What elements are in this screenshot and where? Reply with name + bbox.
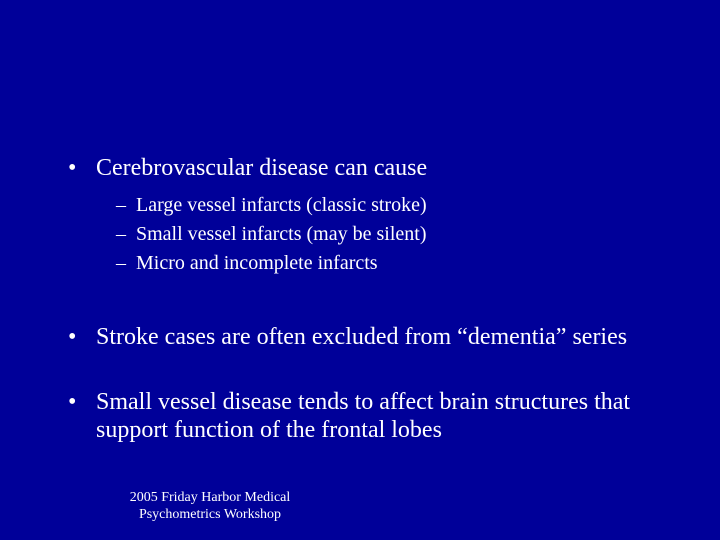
spacer bbox=[68, 361, 680, 389]
sub-text: Small vessel infarcts (may be silent) bbox=[136, 222, 426, 247]
bullet-text: Small vessel disease tends to affect bra… bbox=[96, 389, 680, 444]
bullet-sub-1-1: – Large vessel infarcts (classic stroke) bbox=[116, 193, 680, 218]
sub-marker: – bbox=[116, 193, 136, 218]
footer-line-2: Psychometrics Workshop bbox=[100, 507, 320, 524]
slide: • Cerebrovascular disease can cause – La… bbox=[0, 0, 720, 540]
bullet-marker: • bbox=[68, 155, 96, 183]
bullet-sub-1-2: – Small vessel infarcts (may be silent) bbox=[116, 222, 680, 247]
bullet-marker: • bbox=[68, 324, 96, 352]
slide-footer: 2005 Friday Harbor Medical Psychometrics… bbox=[100, 490, 320, 524]
bullet-main-2: • Stroke cases are often excluded from “… bbox=[68, 324, 680, 352]
slide-content: • Cerebrovascular disease can cause – La… bbox=[68, 155, 680, 454]
bullet-text: Cerebrovascular disease can cause bbox=[96, 155, 680, 183]
bullet-marker: • bbox=[68, 389, 96, 444]
sub-marker: – bbox=[116, 222, 136, 247]
bullet-main-1: • Cerebrovascular disease can cause bbox=[68, 155, 680, 183]
sub-text: Large vessel infarcts (classic stroke) bbox=[136, 193, 427, 218]
sub-text: Micro and incomplete infarcts bbox=[136, 251, 378, 276]
spacer bbox=[68, 296, 680, 324]
bullet-text: Stroke cases are often excluded from “de… bbox=[96, 324, 680, 352]
bullet-main-3: • Small vessel disease tends to affect b… bbox=[68, 389, 680, 444]
sub-list-1: – Large vessel infarcts (classic stroke)… bbox=[116, 193, 680, 276]
footer-line-1: 2005 Friday Harbor Medical bbox=[100, 490, 320, 507]
sub-marker: – bbox=[116, 251, 136, 276]
bullet-sub-1-3: – Micro and incomplete infarcts bbox=[116, 251, 680, 276]
